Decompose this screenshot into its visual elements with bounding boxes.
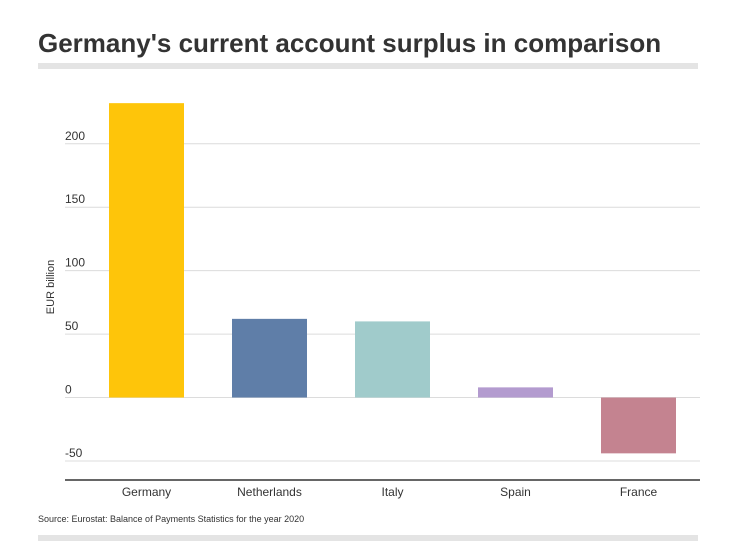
x-tick-label: Italy [381,485,403,499]
x-tick-label: Netherlands [237,485,302,499]
footer-rule [38,535,698,541]
source: Source: Eurostat: Balance of Payments St… [38,514,304,524]
y-tick-label: 150 [65,192,85,206]
y-tick-label: 0 [65,383,72,397]
y-tick-label: 200 [65,129,85,143]
title-rule [38,63,698,69]
y-tick-label: -50 [65,446,83,460]
bar [109,103,184,398]
bar [355,321,430,398]
chart-title: Germany's current account surplus in com… [38,28,661,58]
x-tick-label: France [620,485,658,499]
bar [232,318,307,398]
y-axis-label: EUR billion [45,260,57,314]
bar [478,387,553,398]
y-tick-label: 100 [65,256,85,270]
x-tick-label: Spain [500,485,531,499]
x-tick-label: Germany [122,485,171,499]
y-tick-label: 50 [65,319,79,333]
bar [601,397,676,454]
